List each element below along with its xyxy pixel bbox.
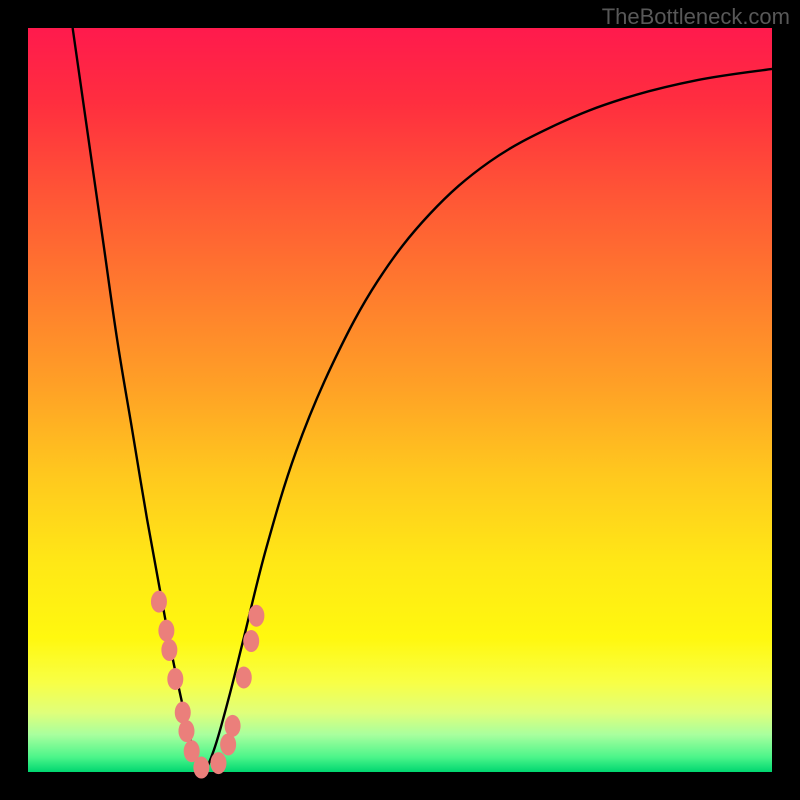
valley-marker — [167, 668, 183, 690]
valley-marker — [151, 591, 167, 613]
valley-marker — [161, 639, 177, 661]
valley-marker — [220, 733, 236, 755]
valley-marker — [175, 701, 191, 723]
valley-marker — [225, 715, 241, 737]
valley-marker — [248, 605, 264, 627]
valley-marker — [193, 757, 209, 779]
valley-marker — [236, 667, 252, 689]
bottleneck-curve-chart — [0, 0, 800, 800]
chart-container: TheBottleneck.com — [0, 0, 800, 800]
valley-marker — [210, 752, 226, 774]
plot-background — [28, 28, 772, 772]
valley-marker — [158, 620, 174, 642]
valley-marker — [178, 720, 194, 742]
valley-marker — [243, 630, 259, 652]
watermark-text: TheBottleneck.com — [602, 4, 790, 30]
